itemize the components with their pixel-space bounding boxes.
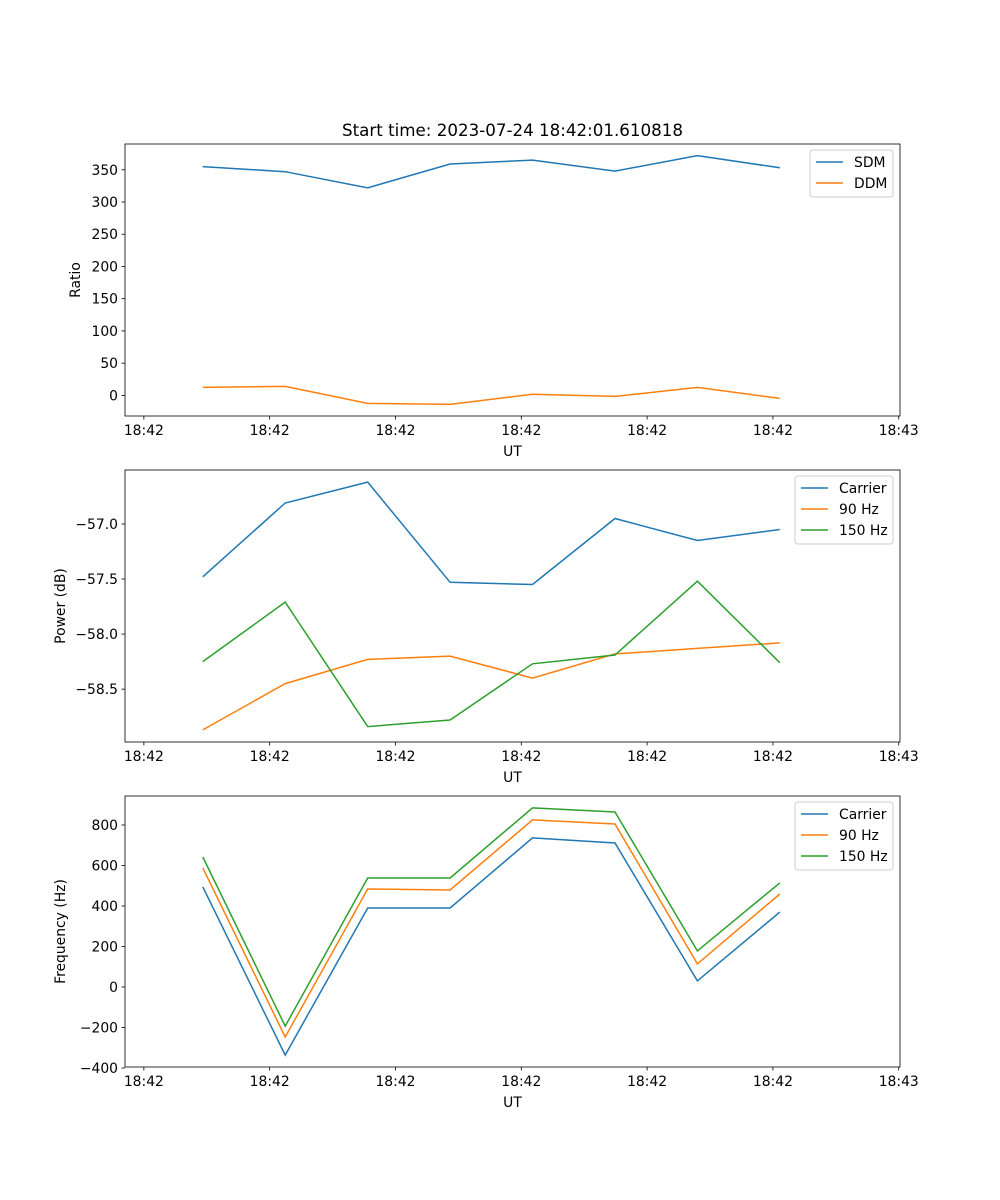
x-tick-label: 18:42 (250, 423, 290, 439)
legend-label: Carrier (839, 481, 887, 497)
x-tick-label: 18:42 (124, 1074, 164, 1090)
x-tick-label: 18:42 (375, 1074, 415, 1090)
x-tick-label: 18:42 (627, 1074, 667, 1090)
y-tick-label: −200 (80, 1021, 118, 1037)
subplot-2: 18:42 18:42 18:42 18:42 18:42 18:42 18:43 −57.0… (53, 469, 919, 786)
legend: Carrier 90 Hz 150 Hz (794, 475, 894, 545)
axes-frame (124, 795, 901, 1068)
x-axis-label: UT (503, 770, 522, 786)
y-tick-label: 150 (91, 292, 118, 308)
y-tick-label: 200 (91, 939, 118, 955)
y-tick-label: −58.0 (75, 627, 118, 643)
x-tick-label: 18:42 (375, 749, 415, 765)
y-tick-label: 100 (91, 324, 118, 340)
x-axis-label: UT (503, 444, 522, 460)
y-tick-label: 0 (109, 980, 118, 996)
x-tick-label: 18:42 (501, 1074, 541, 1090)
axes-frame (124, 469, 901, 743)
x-tick-label: 18:42 (501, 749, 541, 765)
x-tick-label: 18:42 (753, 423, 793, 439)
y-tick-label: −400 (80, 1061, 118, 1077)
y-axis-label: Ratio (68, 262, 84, 298)
x-tick-label: 18:42 (753, 749, 793, 765)
legend-label: Carrier (839, 807, 887, 823)
legend-box (794, 475, 894, 545)
series-line-150-hz (202, 807, 781, 1028)
legend-label: 90 Hz (839, 828, 879, 844)
x-tick-label: 18:42 (501, 423, 541, 439)
y-tick-label: 50 (100, 356, 118, 372)
subplot-3: 18:42 18:42 18:42 18:42 18:42 18:42 18:43 −400 −… (53, 795, 919, 1111)
y-tick-label: −57.5 (75, 572, 118, 588)
y-tick-label: 600 (91, 858, 118, 874)
y-axis-label: Power (dB) (53, 568, 69, 644)
series-line-carrier (202, 837, 781, 1057)
y-tick-label: 250 (91, 227, 118, 243)
y-tick-label: 350 (91, 163, 118, 179)
legend-label: 90 Hz (839, 502, 879, 518)
axes-frame (124, 143, 901, 417)
series-line-ddm (202, 385, 780, 406)
y-tick-label: 300 (91, 195, 118, 211)
x-tick-label: 18:42 (627, 749, 667, 765)
x-tick-label: 18:42 (753, 1074, 793, 1090)
series-line-150-hz (202, 580, 781, 728)
legend: SDM DDM (809, 149, 894, 198)
legend-label: 150 Hz (839, 849, 888, 865)
y-tick-label: 200 (91, 259, 118, 275)
legend-label: DDM (854, 176, 887, 192)
x-tick-label: 18:43 (879, 1074, 919, 1090)
x-tick-label: 18:43 (879, 749, 919, 765)
legend: Carrier 90 Hz 150 Hz (794, 801, 894, 871)
x-tick-label: 18:42 (250, 1074, 290, 1090)
subplot-1: 18:42 18:42 18:42 18:42 18:42 18:42 18:43 0 50 10… (68, 143, 919, 460)
x-axis-label: UT (503, 1095, 522, 1111)
x-tick-label: 18:42 (627, 423, 667, 439)
x-tick-label: 18:42 (250, 749, 290, 765)
figure-title: Start time: 2023-07-24 18:42:01.610818 (342, 120, 683, 140)
x-tick-label: 18:42 (124, 423, 164, 439)
y-tick-label: −58.5 (75, 682, 118, 698)
y-tick-label: 400 (91, 899, 118, 915)
legend-box (794, 801, 894, 871)
series-line-90-hz (202, 819, 781, 1039)
series-line-carrier (202, 481, 780, 586)
y-axis-label: Frequency (Hz) (53, 879, 69, 984)
x-tick-label: 18:43 (879, 423, 919, 439)
legend-label: SDM (854, 155, 886, 171)
y-tick-label: 800 (91, 818, 118, 834)
legend-label: 150 Hz (839, 523, 888, 539)
x-tick-label: 18:42 (375, 423, 415, 439)
x-tick-label: 18:42 (124, 749, 164, 765)
y-tick-label: −57.0 (75, 517, 118, 533)
y-tick-label: 0 (109, 388, 118, 404)
series-line-sdm (202, 154, 780, 189)
series-line-90-hz (202, 642, 780, 731)
